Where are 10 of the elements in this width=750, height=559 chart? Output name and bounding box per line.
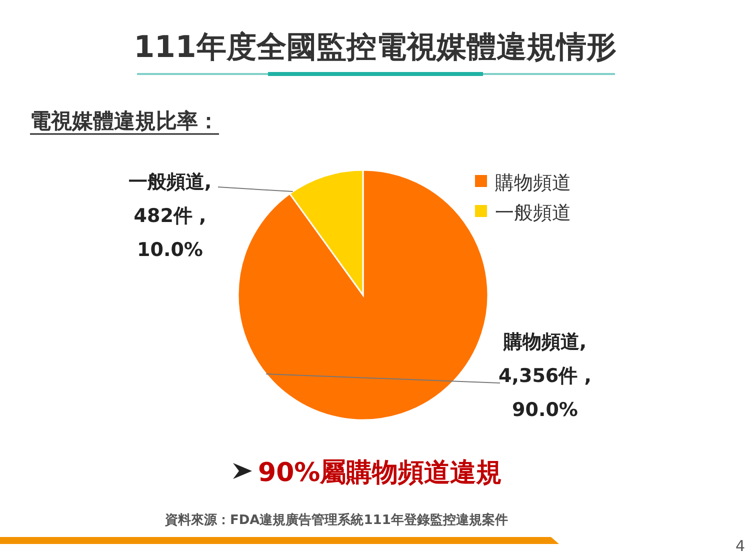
chart-subtitle: 電視媒體違規比率：	[30, 109, 219, 133]
chart-title: 111年度全國監控電視媒體違規情形	[134, 30, 616, 65]
data-label: 一般頻道, 482件 , 10.0%	[128, 171, 212, 261]
legend-label: 一般頻道	[495, 202, 571, 224]
data-label: 購物頻道, 4,356件 , 90.0%	[498, 331, 592, 421]
text: 4	[735, 537, 745, 555]
source-note: 資料來源：FDA違規廣告管理系統111年登錄監控違規案件	[164, 512, 508, 528]
pie-slice	[237, 169, 489, 421]
text: 90%屬購物頻道違規	[258, 458, 502, 488]
legend-label: 購物頻道	[495, 172, 571, 194]
